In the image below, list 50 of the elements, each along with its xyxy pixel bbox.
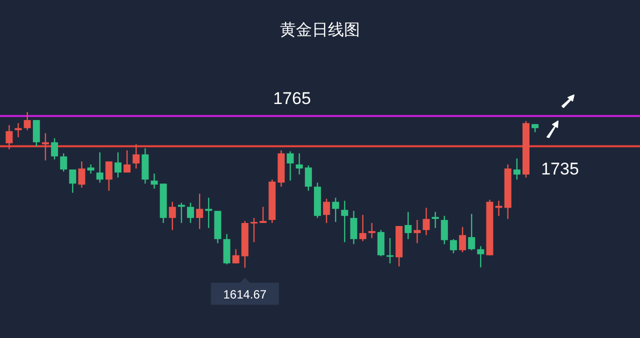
candlestick (96, 152, 104, 184)
candlestick (414, 219, 421, 244)
candlestick (332, 197, 340, 223)
candlestick (87, 164, 94, 174)
candlestick (377, 229, 384, 257)
ref-line-label: 1765 (273, 89, 311, 108)
candlestick (32, 119, 40, 147)
candlestick (296, 152, 303, 176)
candlestick (304, 164, 312, 192)
candlestick (178, 202, 185, 224)
candlestick (232, 248, 240, 264)
candlestick (60, 152, 68, 172)
candlestick (260, 206, 267, 224)
candlestick (422, 207, 430, 236)
candlestick (341, 200, 348, 243)
candlestick (132, 144, 140, 170)
candlestick (495, 200, 502, 217)
candlestick (150, 172, 158, 190)
candlestick (187, 202, 194, 224)
candlestick (286, 150, 294, 182)
candlestick (477, 246, 484, 268)
candlestick (440, 215, 448, 245)
candlestick (51, 138, 58, 160)
candlestick (359, 214, 366, 242)
candlestick (404, 211, 412, 240)
candlestick (78, 160, 86, 188)
candlestick (205, 197, 212, 229)
candlestick (69, 168, 76, 194)
candlestick (250, 217, 258, 243)
candlestick (14, 122, 22, 138)
candlestick (368, 222, 376, 239)
candlestick (114, 152, 122, 178)
text: 黄金日线图 (280, 21, 360, 39)
ref-line-label: 1735 (541, 159, 579, 178)
candlestick (124, 150, 131, 174)
candlestick (468, 213, 476, 251)
candlestick (323, 198, 330, 224)
candlestick (450, 238, 457, 254)
candlestick (105, 160, 112, 192)
candlestick (24, 111, 31, 131)
candlestick (6, 124, 13, 150)
candlestick (42, 132, 49, 162)
annotation: 1614.67 (223, 288, 267, 302)
candlestick (168, 201, 176, 231)
candlestick (386, 238, 394, 264)
candlestick (513, 158, 520, 180)
candlestick (196, 193, 204, 230)
candlestick (459, 226, 466, 253)
candlestick (350, 210, 358, 245)
candlestick (432, 211, 439, 229)
